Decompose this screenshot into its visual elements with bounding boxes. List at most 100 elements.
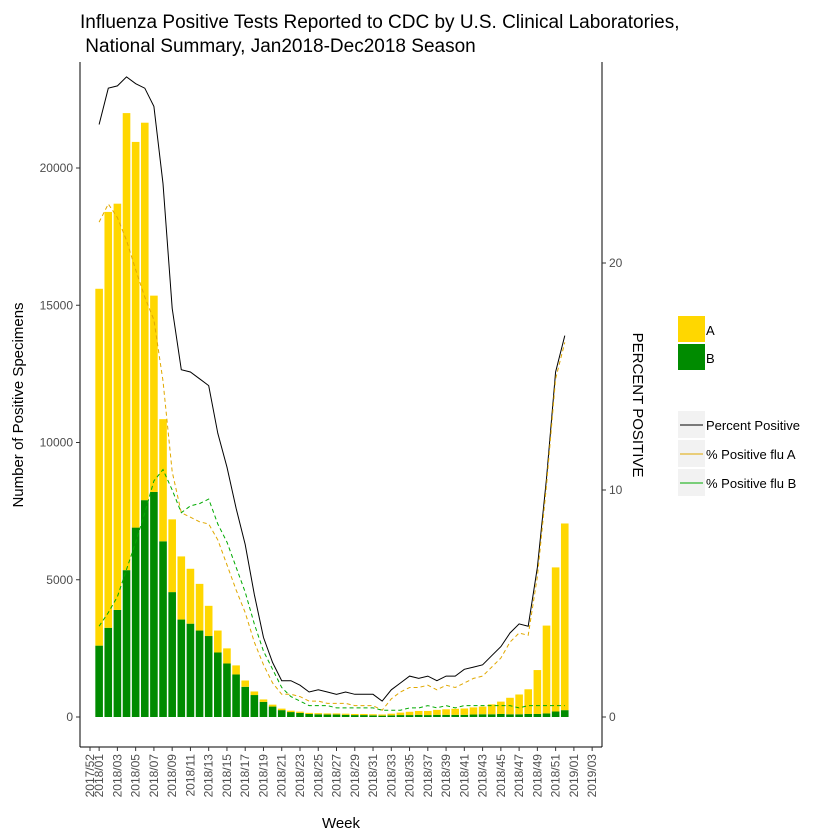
bar-a — [140, 122, 149, 501]
chart-subtitle: National Summary, Jan2018-Dec2018 Season — [80, 36, 476, 57]
y2-tick-label: 10 — [609, 483, 623, 497]
y2-axis-title: PERCENT POSITIVE — [629, 333, 646, 478]
bar-layer — [95, 113, 569, 717]
y-tick-label: 10000 — [40, 436, 74, 450]
x-tick-label: 2018/03 — [110, 754, 124, 798]
bar-b — [542, 713, 551, 717]
x-tick-label: 2018/35 — [403, 754, 417, 798]
bar-b — [140, 500, 149, 717]
x-tick-label: 2018/27 — [330, 754, 344, 798]
bar-a — [314, 713, 323, 715]
bar-b — [122, 570, 131, 717]
bar-b — [433, 714, 441, 717]
bar-b — [405, 715, 414, 717]
bar-b — [515, 714, 523, 717]
bar-b — [259, 701, 268, 717]
bar-a — [113, 203, 122, 610]
bar-b — [195, 630, 204, 717]
x-tick-label: 2018/09 — [165, 754, 179, 798]
bar-b — [369, 715, 377, 717]
line-layer — [98, 76, 566, 711]
bar-b — [533, 713, 542, 717]
bar-a — [159, 419, 167, 542]
bar-b — [104, 627, 113, 717]
bar-a — [424, 710, 432, 716]
bar-b — [341, 714, 350, 717]
x-tick-label: 2018/19 — [256, 754, 270, 798]
x-tick-label: 2018/31 — [366, 754, 380, 798]
legend-key-b — [678, 344, 705, 370]
y-axis-ticks: 0 5000 10000 15000 20000 — [40, 161, 80, 724]
bar-b — [478, 714, 487, 717]
legend-fill: AB — [678, 316, 715, 370]
y-tick-label: 5000 — [46, 573, 73, 587]
chart-title: Influenza Positive Tests Reported to CDC… — [80, 12, 679, 33]
x-tick-label: 2018/49 — [530, 754, 544, 798]
bar-b — [332, 714, 341, 717]
bar-b — [460, 714, 469, 717]
legend-label: % Positive flu B — [706, 476, 796, 491]
bar-a — [524, 689, 533, 714]
bar-b — [396, 715, 405, 717]
x-tick-label: 2018/41 — [457, 754, 471, 798]
bar-a — [469, 707, 478, 715]
bar-a — [360, 713, 368, 716]
bar-b — [497, 713, 505, 717]
y-tick-label: 0 — [66, 710, 73, 724]
bar-a — [177, 556, 186, 620]
bar-a — [287, 710, 295, 713]
bar-b — [524, 713, 533, 717]
y-tick-label: 15000 — [40, 298, 74, 312]
bar-b — [424, 715, 432, 717]
bar-a — [542, 625, 551, 714]
bar-a — [95, 288, 103, 646]
bar-b — [350, 715, 359, 717]
bar-b — [113, 609, 122, 717]
bar-a — [378, 714, 386, 716]
bar-a — [214, 630, 222, 653]
bar-a — [305, 712, 313, 714]
x-tick-label: 2018/47 — [512, 754, 526, 798]
x-tick-label: 2018/11 — [183, 754, 197, 797]
line-positive-flu-a — [98, 203, 566, 711]
bar-a — [369, 714, 377, 716]
bar-a — [186, 568, 195, 624]
bar-a — [195, 583, 204, 631]
bar-a — [332, 713, 341, 715]
x-tick-label: 2018/21 — [275, 754, 289, 798]
line-percent-positive — [98, 76, 566, 702]
bar-b — [223, 663, 231, 717]
bar-a — [487, 704, 496, 715]
bar-a — [241, 680, 250, 687]
x-tick-label: 2018/45 — [494, 754, 508, 798]
y-tick-label: 20000 — [40, 161, 74, 175]
bar-b — [241, 686, 250, 717]
bar-a — [387, 713, 396, 716]
bar-b — [159, 541, 167, 717]
bar-a — [232, 665, 240, 675]
legend-key-a — [678, 316, 705, 342]
bar-a — [168, 519, 176, 593]
bar-a — [122, 113, 131, 571]
x-tick-label: 2018/13 — [202, 754, 216, 798]
bar-a — [551, 567, 560, 712]
bar-b — [268, 706, 277, 717]
bar-b — [95, 645, 103, 717]
bar-a — [350, 713, 359, 716]
bar-b — [451, 714, 459, 717]
bar-a — [533, 670, 542, 714]
x-axis-title: Week — [322, 815, 361, 832]
bar-a — [341, 713, 350, 715]
bar-a — [396, 712, 405, 716]
x-tick-label: 2018/39 — [439, 754, 453, 798]
bar-b — [387, 715, 396, 717]
bar-b — [277, 710, 286, 717]
bar-b — [442, 714, 450, 717]
bar-b — [551, 711, 560, 717]
bar-b — [378, 715, 386, 717]
bar-a — [478, 706, 487, 715]
legend-label: % Positive flu A — [706, 447, 796, 462]
bar-b — [287, 712, 295, 717]
